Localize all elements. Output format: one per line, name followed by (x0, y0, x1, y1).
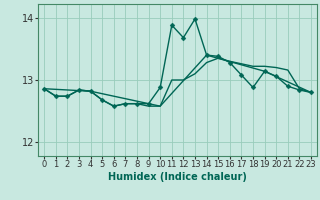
X-axis label: Humidex (Indice chaleur): Humidex (Indice chaleur) (108, 172, 247, 182)
